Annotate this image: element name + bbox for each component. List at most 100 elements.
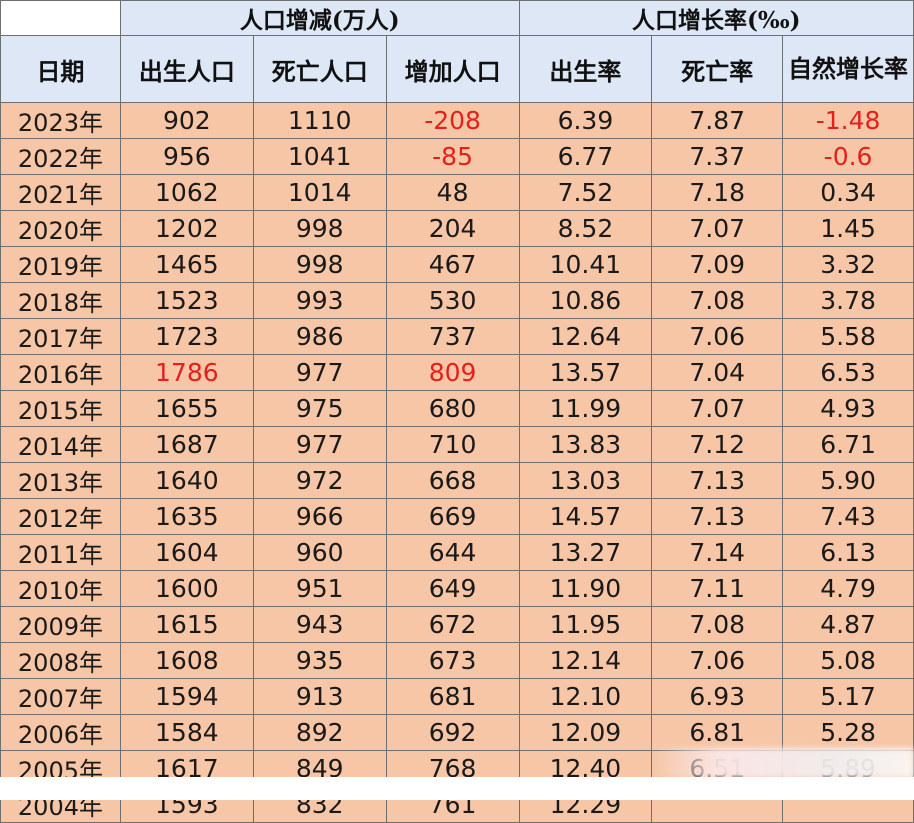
date-value: 2020年	[17, 217, 103, 245]
date-cell: 2008年	[0, 642, 121, 679]
births-cell: 1687	[119, 426, 254, 463]
natural-rate-cell: 5.08	[782, 642, 914, 679]
increase-cell: 710	[385, 426, 520, 463]
births-value: 902	[162, 106, 211, 135]
increase-cell: 530	[385, 282, 520, 319]
births-cell: 1594	[119, 678, 254, 715]
deaths-cell: 977	[252, 426, 387, 463]
natural-rate-value: 6.13	[820, 538, 876, 567]
death-rate-cell: 7.87	[651, 102, 784, 139]
date-cell: 2006年	[0, 714, 121, 751]
table-row: 2020年 1202 998 204 8.52 7.07 1.45	[0, 210, 914, 247]
natural-rate-cell: 5.28	[782, 714, 914, 751]
deaths-cell: 935	[252, 642, 387, 679]
increase-cell: 668	[385, 462, 520, 499]
death-rate-cell: 7.07	[651, 390, 784, 427]
increase-value: 48	[436, 178, 469, 207]
increase-value: 672	[428, 610, 477, 639]
table-row: 2012年 1635 966 669 14.57 7.13 7.43	[0, 498, 914, 535]
death-rate-value: 7.18	[689, 178, 746, 207]
table-row: 2006年 1584 892 692 12.09 6.81 5.28	[0, 714, 914, 751]
increase-value: 644	[428, 538, 477, 567]
birth-rate-value: 13.03	[549, 466, 622, 495]
deaths-value: 1110	[287, 106, 352, 135]
death-rate-cell: 6.93	[651, 678, 784, 715]
births-value: 1604	[155, 538, 219, 567]
death-rate-cell: 7.06	[651, 318, 784, 355]
birth-rate-cell: 13.57	[518, 354, 653, 391]
natural-rate-cell: 5.17	[782, 678, 914, 715]
increase-value: 204	[428, 214, 477, 243]
birth-rate-cell: 13.83	[518, 426, 653, 463]
date-value: 2015年	[17, 397, 103, 425]
birth-rate-value: 10.41	[549, 250, 622, 279]
birth-rate-cell: 12.09	[518, 714, 653, 751]
natural-rate-cell: 4.87	[782, 606, 914, 643]
increase-cell: 649	[385, 570, 520, 607]
natural-rate-value: 6.71	[820, 430, 876, 459]
date-cell: 2021年	[0, 174, 121, 211]
death-rate-cell: 7.08	[651, 606, 784, 643]
natural-rate-cell: 6.71	[782, 426, 914, 463]
births-cell: 1640	[119, 462, 254, 499]
natural-rate-value: 4.79	[820, 574, 876, 603]
deaths-value: 986	[295, 322, 344, 351]
births-cell: 1202	[119, 210, 254, 247]
bottom-margin	[0, 777, 914, 800]
birth-rate-value: 11.99	[549, 394, 622, 423]
deaths-value: 966	[295, 502, 344, 531]
increase-value: 673	[428, 646, 477, 675]
death-rate-value: 7.08	[689, 610, 746, 639]
date-value: 2023年	[17, 109, 103, 137]
births-cell: 1604	[119, 534, 254, 571]
births-cell: 1786	[119, 354, 254, 391]
table-row: 2019年 1465 998 467 10.41 7.09 3.32	[0, 246, 914, 283]
increase-value: 809	[428, 358, 477, 387]
increase-cell: 672	[385, 606, 520, 643]
date-cell: 2020年	[0, 210, 121, 247]
date-value: 2014年	[17, 433, 103, 461]
natural-rate-cell: 3.32	[782, 246, 914, 283]
deaths-value: 998	[295, 250, 344, 279]
deaths-value: 977	[295, 358, 344, 387]
table-row: 2021年 1062 1014 48 7.52 7.18 0.34	[0, 174, 914, 211]
increase-cell: 737	[385, 318, 520, 355]
birth-rate-cell: 6.39	[518, 102, 653, 139]
date-value: 2010年	[17, 577, 103, 605]
death-rate-cell: 7.07	[651, 210, 784, 247]
deaths-value: 960	[295, 538, 344, 567]
births-value: 1465	[155, 250, 219, 279]
increase-cell: 669	[385, 498, 520, 535]
births-cell: 902	[119, 102, 254, 139]
birth-rate-cell: 12.10	[518, 678, 653, 715]
natural-rate-value: 0.34	[820, 178, 876, 207]
death-rate-value: 7.12	[689, 430, 746, 459]
date-cell: 2010年	[0, 570, 121, 607]
natural-rate-cell: -1.48	[782, 102, 914, 139]
death-rate-cell: 7.13	[651, 498, 784, 535]
deaths-cell: 1014	[252, 174, 387, 211]
increase-value: -208	[424, 106, 481, 135]
death-rate-value: 7.14	[689, 538, 746, 567]
birth-rate-value: 14.57	[549, 502, 622, 531]
natural-rate-value: 5.58	[820, 322, 876, 351]
date-cell: 2016年	[0, 354, 121, 391]
increase-cell: 809	[385, 354, 520, 391]
births-value: 956	[162, 142, 211, 171]
date-cell: 2015年	[0, 390, 121, 427]
natural-rate-value: 7.43	[820, 502, 876, 531]
column-header-birth-rate: 出生率	[518, 35, 653, 103]
increase-cell: -85	[385, 138, 520, 175]
increase-value: -85	[432, 142, 473, 171]
table-row: 2010年 1600 951 649 11.90 7.11 4.79	[0, 570, 914, 607]
deaths-cell: 892	[252, 714, 387, 751]
births-cell: 1615	[119, 606, 254, 643]
birth-rate-value: 12.14	[549, 646, 622, 675]
deaths-cell: 960	[252, 534, 387, 571]
births-cell: 1608	[119, 642, 254, 679]
deaths-cell: 966	[252, 498, 387, 535]
increase-value: 710	[428, 430, 477, 459]
table-row: 2013年 1640 972 668 13.03 7.13 5.90	[0, 462, 914, 499]
table-row: 2022年 956 1041 -85 6.77 7.37 -0.6	[0, 138, 914, 175]
deaths-cell: 972	[252, 462, 387, 499]
